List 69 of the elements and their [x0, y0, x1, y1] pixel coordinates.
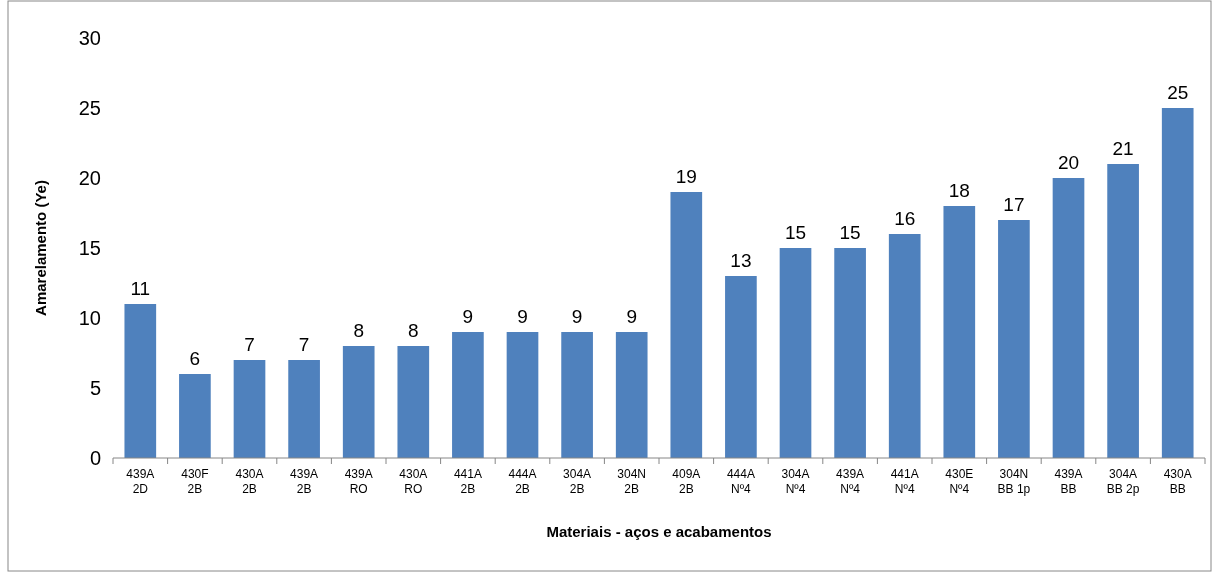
bar [124, 304, 157, 458]
bar [342, 346, 375, 458]
data-label: 8 [408, 320, 419, 341]
data-label: 15 [839, 222, 861, 243]
bar [670, 192, 703, 458]
y-tick-label: 0 [89, 447, 101, 469]
x-tick-label: 430A 2B [235, 467, 264, 496]
bar [725, 276, 757, 458]
data-label: 25 [1167, 82, 1189, 103]
data-label: 9 [571, 306, 583, 327]
x-tick-label: 441A Nº4 [890, 467, 919, 496]
x-tick-label: 444A Nº4 [726, 467, 755, 496]
y-tick-label: 15 [78, 237, 101, 259]
bar [834, 248, 866, 458]
x-tick-label: 439A RO [344, 467, 373, 496]
x-tick-label: 439A 2B [290, 467, 319, 496]
x-tick-label: 444A 2B [508, 467, 537, 496]
bar [233, 360, 266, 458]
bar [779, 248, 812, 458]
x-tick-label: 304A 2B [563, 467, 592, 496]
x-tick-label: 439A 2D [126, 467, 155, 496]
bar [943, 206, 976, 458]
x-tick-label: 439A BB [1054, 467, 1083, 496]
x-tick-label: 409A 2B [672, 467, 701, 496]
y-tick-label: 30 [78, 27, 101, 49]
data-label: 8 [353, 320, 364, 341]
data-label: 9 [517, 306, 528, 327]
y-tick-label: 25 [78, 97, 101, 119]
x-tick-label: 430E Nº4 [945, 467, 974, 496]
x-tick-label: 439A Nº4 [836, 467, 865, 496]
bar [1052, 178, 1085, 458]
data-label: 9 [462, 306, 474, 327]
bar [888, 234, 921, 458]
y-tick-label: 20 [78, 167, 101, 189]
data-label: 6 [189, 348, 201, 369]
bar [998, 220, 1030, 458]
data-label: 17 [1003, 194, 1025, 215]
x-tick-label: 304A BB 2p [1106, 467, 1140, 496]
bar [397, 346, 430, 458]
bar [1107, 164, 1139, 458]
data-label: 9 [626, 306, 637, 327]
data-label: 7 [298, 334, 310, 355]
x-tick-label: 304A Nº4 [781, 467, 810, 496]
bar [179, 374, 211, 458]
bar [615, 332, 648, 458]
x-tick-label: 441A 2B [453, 467, 482, 496]
x-tick-label: 430A RO [399, 467, 428, 496]
x-tick-label: 304N 2B [617, 467, 647, 496]
data-label: 13 [730, 250, 752, 271]
bar [1161, 108, 1194, 458]
data-label: 19 [675, 166, 697, 187]
x-tick-label: 304N BB 1p [997, 467, 1031, 496]
bar [506, 332, 539, 458]
x-tick-label: 430A BB [1163, 467, 1192, 496]
data-label: 11 [130, 278, 151, 299]
x-tick-label: 430F 2B [181, 467, 209, 496]
data-label: 20 [1057, 152, 1080, 173]
y-tick-label: 10 [78, 307, 101, 329]
data-label: 15 [784, 222, 807, 243]
data-label: 16 [894, 208, 916, 229]
data-label: 7 [244, 334, 255, 355]
data-label: 18 [948, 180, 970, 201]
bar [561, 332, 593, 458]
y-axis-title: Amarelamento (Ye) [32, 180, 49, 316]
x-axis-title: Materiais - aços e acabamentos [546, 523, 772, 540]
bar [452, 332, 484, 458]
y-tick-label: 5 [89, 377, 101, 399]
bar [288, 360, 320, 458]
data-label: 21 [1112, 138, 1134, 159]
